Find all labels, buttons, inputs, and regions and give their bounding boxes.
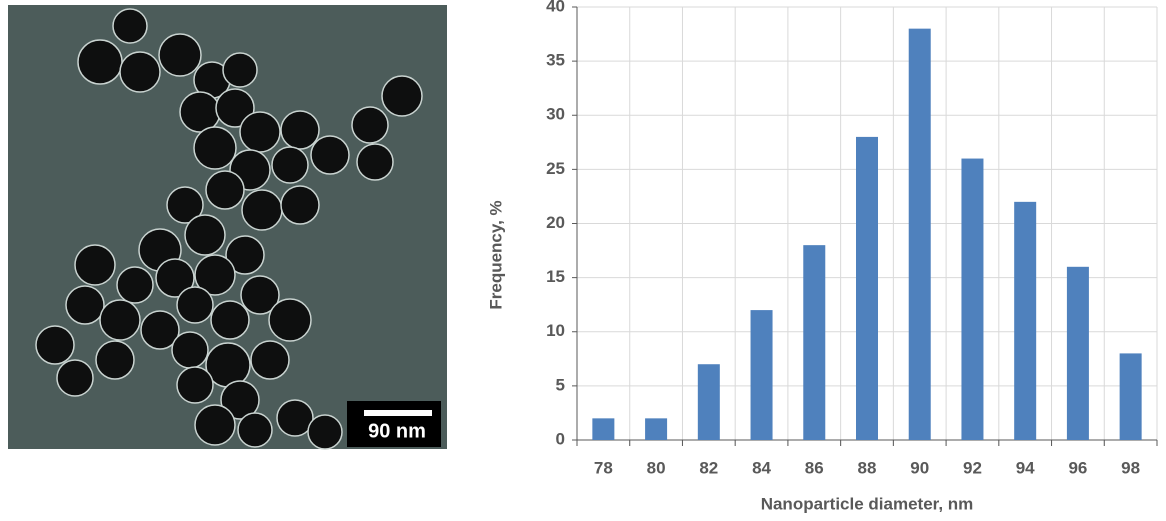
micrograph: 90 nm	[8, 5, 447, 450]
bar	[750, 310, 773, 440]
y-tick-label: 30	[546, 105, 565, 124]
bar	[856, 136, 878, 440]
scale-bar-box	[347, 401, 441, 447]
y-tick-label: 15	[546, 267, 565, 286]
bar	[803, 245, 826, 440]
nanoparticles	[35, 8, 423, 450]
y-axis-title: Frequency, %	[486, 200, 505, 309]
x-tick-label: 82	[699, 458, 718, 477]
scale-bar-label: 90 nm	[368, 420, 426, 442]
x-tick-label: 80	[647, 458, 666, 477]
bar	[645, 418, 668, 440]
y-tick-label: 0	[556, 429, 565, 448]
x-tick-label: 90	[910, 458, 929, 477]
x-tick-label: 84	[752, 458, 771, 477]
x-tick-label: 96	[1068, 458, 1087, 477]
bar	[697, 364, 720, 440]
scale-bar	[364, 410, 432, 416]
x-tick-label: 88	[858, 458, 877, 477]
x-tick-label: 86	[805, 458, 824, 477]
bar	[592, 418, 615, 440]
x-tick-label: 98	[1121, 458, 1140, 477]
bar	[908, 28, 931, 441]
y-tick-label: 10	[546, 321, 565, 340]
y-tick-label: 40	[546, 0, 565, 15]
chart: Frequency, % Nanoparticle diameter, nm 0…	[486, 0, 1158, 513]
y-tick-label: 25	[546, 159, 565, 178]
x-axis-title: Nanoparticle diameter, nm	[761, 494, 974, 513]
y-tick-label: 5	[556, 375, 565, 394]
bar	[961, 158, 984, 441]
bar	[1119, 353, 1142, 440]
y-tick-label: 20	[546, 213, 565, 232]
y-tick-label: 35	[546, 51, 565, 70]
bar	[1014, 201, 1037, 440]
x-tick-label: 92	[963, 458, 982, 477]
x-tick-label: 94	[1016, 458, 1035, 477]
x-tick-label: 78	[594, 458, 613, 477]
bar	[1066, 266, 1089, 440]
